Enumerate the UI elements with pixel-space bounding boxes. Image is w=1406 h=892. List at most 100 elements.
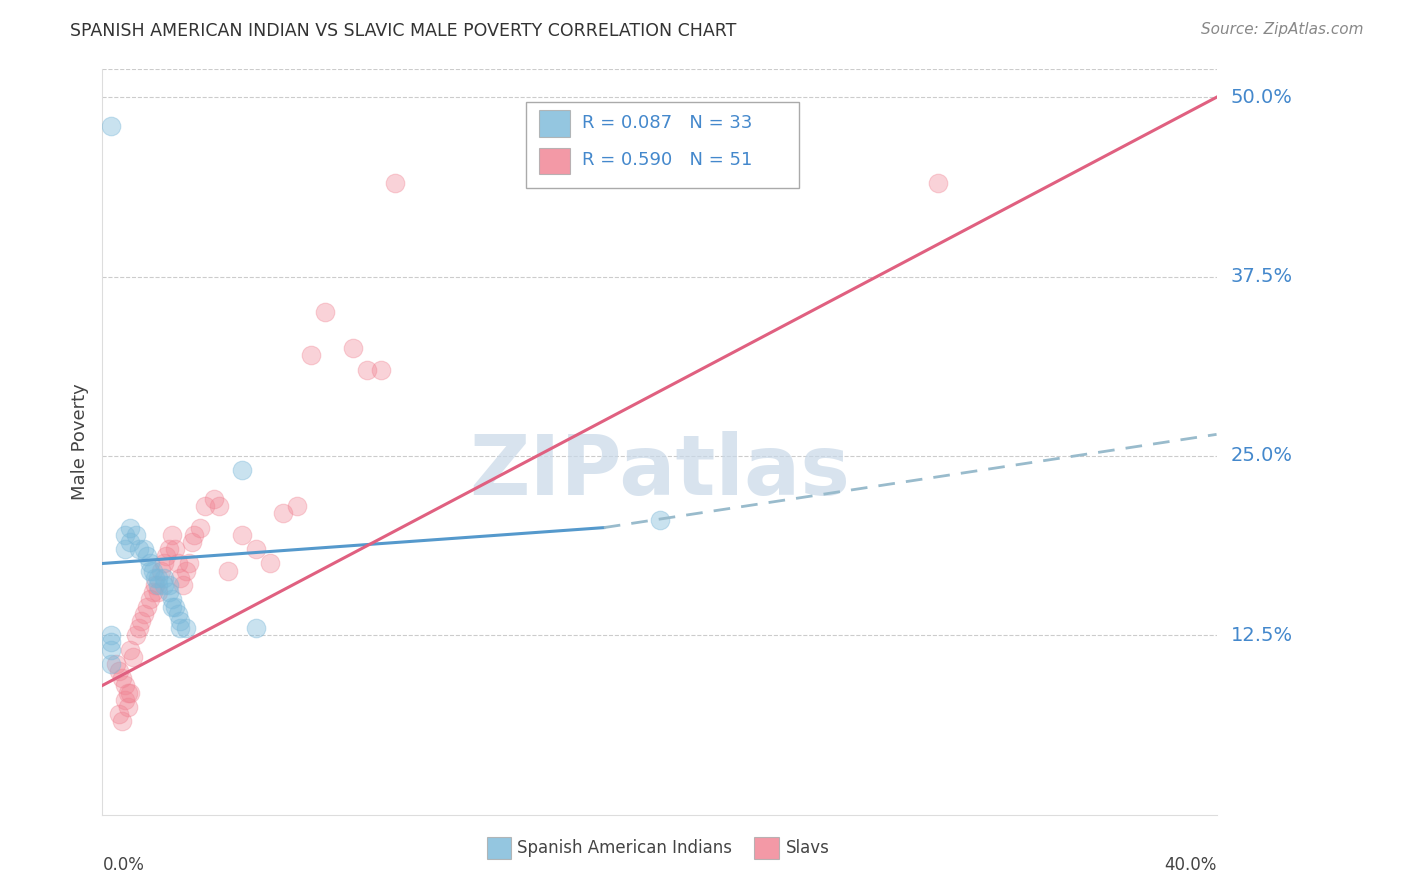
Point xyxy=(183,528,205,542)
Point xyxy=(157,542,180,557)
Point xyxy=(287,499,309,513)
Point xyxy=(180,535,202,549)
Text: 37.5%: 37.5% xyxy=(1230,267,1292,286)
Point xyxy=(134,607,156,621)
Point xyxy=(245,621,267,635)
Point xyxy=(136,599,159,614)
Point xyxy=(299,348,322,362)
Point xyxy=(194,499,217,513)
Point xyxy=(157,578,180,592)
Text: Spanish American Indians: Spanish American Indians xyxy=(517,839,733,857)
Point xyxy=(160,592,183,607)
Point xyxy=(231,528,253,542)
Text: R = 0.087   N = 33: R = 0.087 N = 33 xyxy=(582,114,752,132)
Point xyxy=(356,363,378,377)
Point xyxy=(105,657,128,671)
Point xyxy=(108,664,131,678)
Bar xyxy=(486,837,512,859)
Point xyxy=(142,564,165,578)
Point xyxy=(120,685,142,699)
Point xyxy=(100,119,122,133)
Point xyxy=(152,571,174,585)
Point xyxy=(927,176,949,190)
Point xyxy=(169,621,191,635)
Text: SPANISH AMERICAN INDIAN VS SLAVIC MALE POVERTY CORRELATION CHART: SPANISH AMERICAN INDIAN VS SLAVIC MALE P… xyxy=(70,22,737,40)
Point xyxy=(120,535,142,549)
Point xyxy=(208,499,231,513)
Y-axis label: Male Poverty: Male Poverty xyxy=(72,384,89,500)
Text: 50.0%: 50.0% xyxy=(1230,87,1292,107)
Point xyxy=(152,557,174,571)
Point xyxy=(122,649,145,664)
Point xyxy=(342,341,364,355)
Bar xyxy=(538,111,571,137)
Point xyxy=(120,521,142,535)
Point xyxy=(100,642,122,657)
Point xyxy=(134,542,156,557)
Point xyxy=(139,564,162,578)
Point xyxy=(217,564,239,578)
Text: Slavs: Slavs xyxy=(786,839,830,857)
Point xyxy=(370,363,392,377)
Text: 25.0%: 25.0% xyxy=(1230,446,1292,466)
Point xyxy=(259,557,281,571)
Point xyxy=(117,685,139,699)
Point xyxy=(100,635,122,649)
Point xyxy=(131,614,153,628)
Text: 12.5%: 12.5% xyxy=(1230,625,1292,645)
Point xyxy=(125,528,148,542)
Point xyxy=(146,578,169,592)
Text: Source: ZipAtlas.com: Source: ZipAtlas.com xyxy=(1201,22,1364,37)
Point xyxy=(100,628,122,642)
Bar xyxy=(754,837,779,859)
Point xyxy=(160,528,183,542)
Point xyxy=(163,542,186,557)
Text: 0.0%: 0.0% xyxy=(103,855,145,873)
Point xyxy=(188,521,211,535)
Point xyxy=(245,542,267,557)
Point xyxy=(128,621,150,635)
Point xyxy=(117,700,139,714)
Point xyxy=(108,707,131,722)
Point xyxy=(139,557,162,571)
Point xyxy=(139,592,162,607)
Point xyxy=(152,578,174,592)
Point xyxy=(177,557,200,571)
Point xyxy=(174,564,197,578)
Point xyxy=(146,571,169,585)
Point xyxy=(136,549,159,564)
Point xyxy=(169,571,191,585)
Point xyxy=(111,714,134,729)
Point xyxy=(273,506,295,520)
Point xyxy=(114,693,136,707)
Point xyxy=(648,513,671,527)
Point xyxy=(155,549,177,564)
Point xyxy=(166,557,188,571)
Point xyxy=(166,607,188,621)
Point xyxy=(100,657,122,671)
Point xyxy=(143,578,166,592)
Point xyxy=(111,671,134,685)
Point xyxy=(160,599,183,614)
Point xyxy=(174,621,197,635)
Point xyxy=(157,585,180,599)
Point xyxy=(149,564,172,578)
Bar xyxy=(538,147,571,175)
Point xyxy=(114,542,136,557)
Point xyxy=(143,571,166,585)
Point xyxy=(384,176,406,190)
Point xyxy=(146,585,169,599)
Point xyxy=(231,463,253,477)
Text: 40.0%: 40.0% xyxy=(1164,855,1216,873)
Point xyxy=(172,578,194,592)
Point xyxy=(120,642,142,657)
Bar xyxy=(526,102,799,188)
Point xyxy=(142,585,165,599)
Point xyxy=(114,528,136,542)
Point xyxy=(163,599,186,614)
Point xyxy=(125,628,148,642)
Point xyxy=(314,305,336,319)
Text: ZIPatlas: ZIPatlas xyxy=(470,431,851,512)
Point xyxy=(114,678,136,692)
Text: R = 0.590   N = 51: R = 0.590 N = 51 xyxy=(582,152,752,169)
